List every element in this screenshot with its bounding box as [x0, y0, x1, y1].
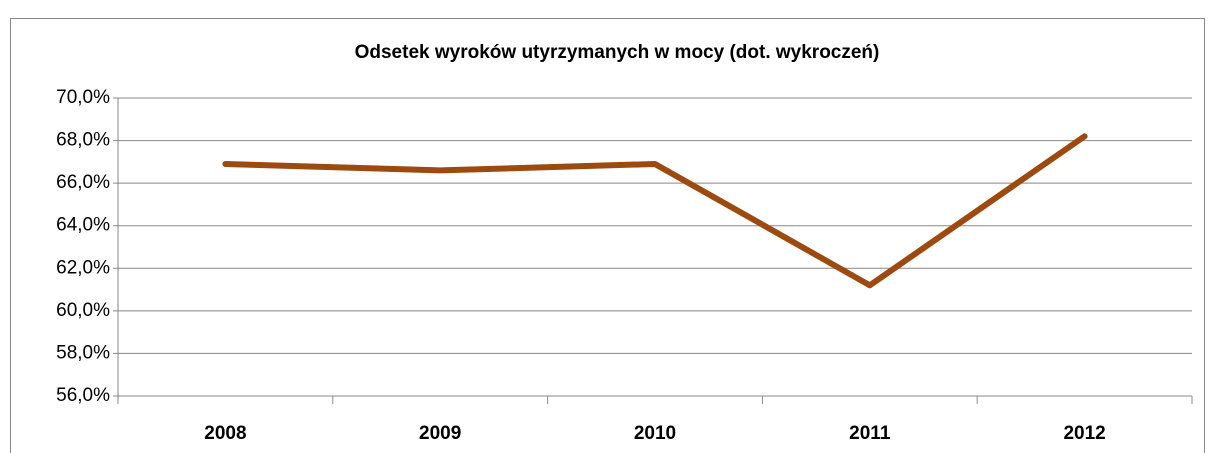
y-tick-label: 70,0%	[56, 87, 110, 108]
x-tick-label: 2011	[849, 423, 891, 444]
y-tick-label: 64,0%	[56, 215, 110, 236]
y-tick-label: 68,0%	[56, 130, 110, 151]
y-tick-label: 58,0%	[56, 342, 110, 363]
x-tick-label: 2012	[1063, 423, 1105, 444]
line-series	[222, 133, 1088, 289]
x-tick-label: 2009	[419, 423, 461, 444]
x-tick-label: 2010	[634, 423, 676, 444]
chart-border	[10, 18, 1205, 453]
y-tick-label: 66,0%	[56, 172, 110, 193]
y-tick-label: 62,0%	[56, 257, 110, 278]
chart-title: Odsetek wyroków utyrzymanych w mocy (dot…	[355, 42, 880, 63]
y-tick-label: 56,0%	[56, 385, 110, 406]
x-tick-label: 2008	[204, 423, 246, 444]
y-tick-label: 60,0%	[56, 300, 110, 321]
